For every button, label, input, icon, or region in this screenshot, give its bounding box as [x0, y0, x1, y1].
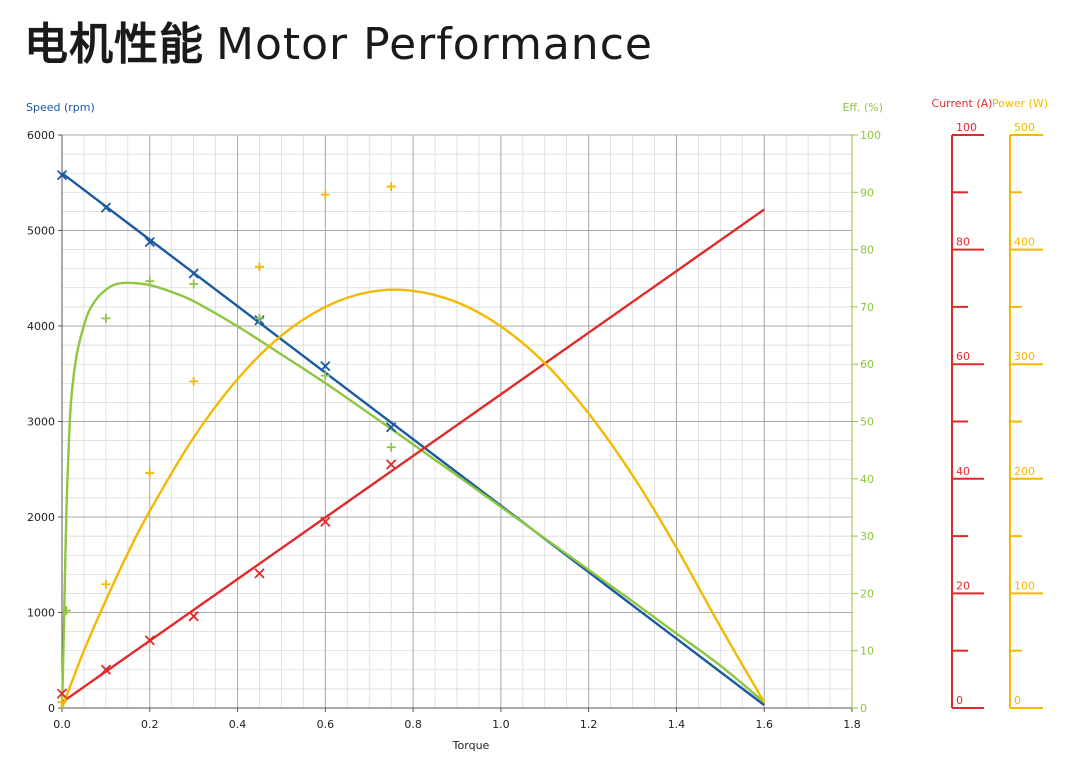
- speed-data-point: [144, 236, 155, 248]
- current-curve: [61, 208, 765, 704]
- power-data-point: [255, 262, 264, 272]
- side-axes: Current (A) 0 20 40 60 80 100 Power (W) 0 100 200 3…: [932, 97, 1048, 709]
- current-tick-label: 40: [956, 465, 970, 478]
- current-tick-label: 20: [956, 579, 970, 592]
- speed-tick-label: 1000: [27, 607, 55, 620]
- current-data-point: [254, 568, 265, 579]
- x-tick-label: 1.0: [492, 718, 510, 731]
- x-tick-label: 1.8: [843, 718, 861, 731]
- current-data-point: [188, 611, 199, 622]
- current-tick-label: 0: [956, 694, 963, 707]
- efficiency-data-point: [386, 442, 396, 452]
- current-axis-title: Current (A): [932, 97, 993, 110]
- efficiency-tick-label: 30: [860, 530, 874, 543]
- speed-data-point: [320, 360, 331, 372]
- x-tick-label: 1.2: [580, 718, 598, 731]
- efficiency-tick-label: 20: [860, 587, 874, 600]
- current-data-point: [144, 635, 155, 646]
- efficiency-data-point: [145, 276, 155, 286]
- power-data-point: [57, 697, 67, 707]
- power-tick-label: 400: [1014, 236, 1035, 249]
- power-tick-label: 100: [1014, 579, 1035, 592]
- efficiency-tick-label: 10: [860, 645, 874, 658]
- current-data-point: [386, 459, 397, 470]
- power-data-point: [386, 182, 396, 192]
- page-title: 电机性能 Motor Performance: [24, 8, 653, 72]
- speed-curve: [61, 172, 765, 707]
- x-axis-title: Torque: [452, 739, 490, 752]
- title-english: Motor Performance: [216, 19, 653, 70]
- speed-data-point: [188, 268, 199, 279]
- current-data-point: [100, 664, 112, 675]
- power-data-point: [145, 468, 155, 478]
- power-curve: [60, 288, 766, 709]
- speed-axis-title: Speed (rpm): [26, 101, 95, 114]
- speed-tick-label: 3000: [27, 416, 55, 429]
- efficiency-data-point: [101, 313, 111, 323]
- x-tick-label: 0.2: [141, 718, 159, 731]
- power-data-point: [189, 376, 199, 386]
- speed-tick-label: 4000: [27, 320, 55, 333]
- speed-tick-label: 6000: [27, 129, 55, 142]
- efficiency-tick-label: 40: [860, 473, 874, 486]
- power-tick-label: 500: [1014, 121, 1035, 134]
- curves: [60, 172, 766, 709]
- efficiency-tick-label: 80: [860, 244, 874, 257]
- power-data-point: [320, 190, 330, 200]
- speed-data-point: [386, 422, 397, 433]
- power-axis-title: Power (W): [992, 97, 1048, 110]
- current-tick-label: 100: [956, 121, 977, 134]
- speed-data-point: [100, 202, 112, 213]
- speed-data-point: [56, 169, 68, 181]
- efficiency-data-point: [320, 371, 330, 381]
- power-tick-label: 300: [1014, 350, 1035, 363]
- power-tick-label: 200: [1014, 465, 1035, 478]
- efficiency-tick-label: 60: [860, 358, 874, 371]
- x-tick-label: 0.6: [317, 718, 335, 731]
- efficiency-tick-label: 0: [860, 702, 867, 715]
- x-tick-label: 1.6: [755, 718, 773, 731]
- markers: [56, 169, 397, 707]
- current-tick-label: 60: [956, 350, 970, 363]
- efficiency-data-point: [61, 606, 71, 616]
- speed-tick-label: 5000: [27, 225, 55, 238]
- current-data-point: [320, 516, 331, 527]
- efficiency-data-point: [189, 279, 199, 289]
- efficiency-curve: [60, 281, 765, 709]
- efficiency-tick-label: 50: [860, 416, 874, 429]
- efficiency-tick-label: 70: [860, 301, 874, 314]
- efficiency-tick-label: 90: [860, 186, 874, 199]
- axes: 0.0 0.2 0.4 0.6 0.8 1.0 1.2 1.4 1.6 1.8Torque0100…: [26, 101, 883, 752]
- x-tick-label: 0.4: [229, 718, 247, 731]
- power-data-point: [101, 579, 111, 589]
- efficiency-data-point: [255, 313, 264, 323]
- efficiency-tick-label: 100: [860, 129, 881, 142]
- current-tick-label: 80: [956, 236, 970, 249]
- current-data-point: [56, 688, 68, 699]
- x-tick-label: 0.8: [404, 718, 422, 731]
- power-tick-label: 0: [1014, 694, 1021, 707]
- speed-tick-label: 0: [48, 702, 55, 715]
- x-tick-label: 1.4: [668, 718, 686, 731]
- efficiency-axis-title: Eff. (%): [842, 101, 883, 114]
- x-tick-label: 0.0: [53, 718, 71, 731]
- title-chinese: 电机性能: [24, 19, 204, 70]
- speed-tick-label: 2000: [27, 511, 55, 524]
